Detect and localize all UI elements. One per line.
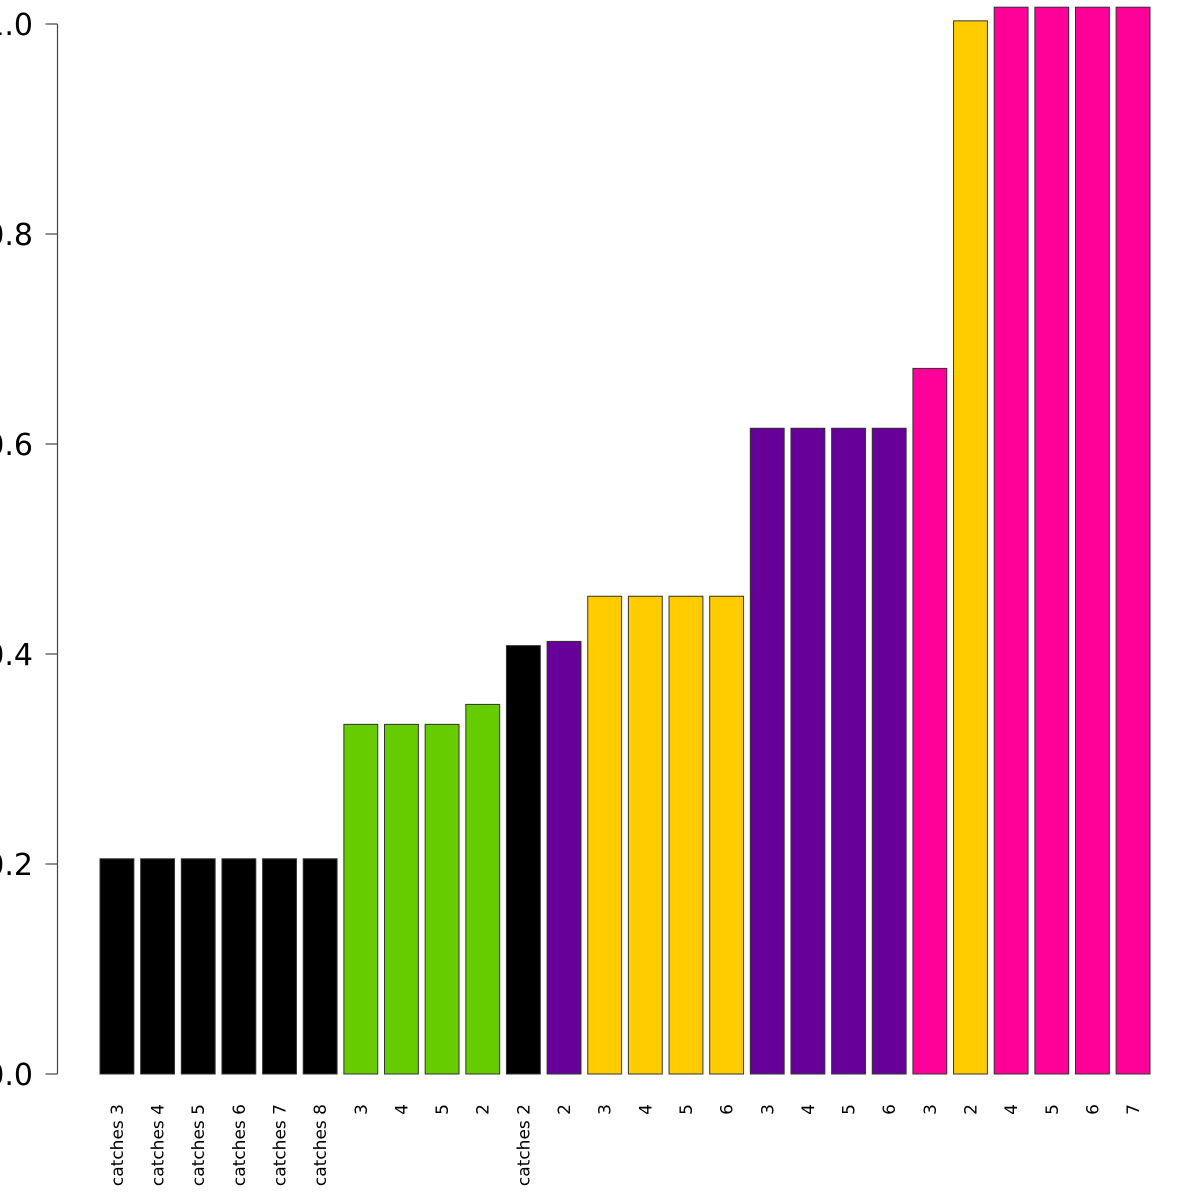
bar bbox=[627, 595, 663, 1075]
bars bbox=[99, 6, 1151, 1075]
bar bbox=[1074, 6, 1110, 1075]
x-tick-label: catches 2 bbox=[514, 1104, 534, 1186]
x-axis-labels: catches 3 catches 4 catches 5 catches 6 catc… bbox=[108, 1104, 1144, 1186]
bar bbox=[221, 858, 257, 1075]
bar bbox=[1034, 6, 1070, 1075]
x-tick-label: catches 5 bbox=[189, 1104, 209, 1186]
x-tick-label: 6 bbox=[718, 1104, 738, 1115]
x-tick-label: 5 bbox=[1043, 1104, 1063, 1115]
bar bbox=[180, 858, 216, 1075]
y-tick-label: 1.0 bbox=[0, 8, 33, 43]
x-tick-label: 3 bbox=[921, 1104, 941, 1115]
bar bbox=[505, 645, 541, 1075]
bar bbox=[953, 20, 988, 1075]
bar bbox=[140, 858, 176, 1075]
bar bbox=[424, 723, 460, 1075]
x-tick-label: 3 bbox=[352, 1104, 372, 1115]
bar bbox=[993, 6, 1029, 1075]
bar bbox=[709, 595, 745, 1075]
x-tick-label: catches 6 bbox=[230, 1104, 250, 1186]
bar bbox=[465, 703, 501, 1075]
bar bbox=[912, 367, 948, 1075]
x-tick-label: 4 bbox=[392, 1104, 412, 1115]
x-tick-label: catches 8 bbox=[311, 1104, 331, 1186]
bar bbox=[831, 427, 866, 1075]
bar bbox=[302, 858, 338, 1075]
y-tick-label: 0.2 bbox=[0, 848, 33, 883]
x-tick-label: 2 bbox=[961, 1104, 981, 1115]
x-tick-label: 2 bbox=[474, 1104, 494, 1115]
bar bbox=[99, 858, 135, 1075]
bar bbox=[668, 595, 704, 1075]
y-tick-label: 0.0 bbox=[0, 1058, 33, 1093]
x-tick-label: 4 bbox=[799, 1104, 819, 1115]
x-tick-label: 5 bbox=[840, 1104, 860, 1115]
x-tick-label: catches 7 bbox=[271, 1104, 291, 1186]
x-tick-label: catches 3 bbox=[108, 1104, 128, 1186]
x-tick-label: 6 bbox=[1083, 1104, 1103, 1115]
x-tick-label: 4 bbox=[636, 1104, 656, 1115]
y-tick-label: 0.6 bbox=[0, 428, 33, 463]
x-tick-label: 5 bbox=[677, 1104, 697, 1115]
bar bbox=[343, 723, 379, 1075]
x-tick-label: 3 bbox=[758, 1104, 778, 1115]
bar bbox=[1115, 6, 1151, 1075]
bar bbox=[384, 723, 419, 1075]
x-tick-label: 4 bbox=[1002, 1104, 1022, 1115]
bar bbox=[790, 427, 826, 1075]
x-tick-label: catches 4 bbox=[149, 1104, 169, 1186]
x-tick-label: 6 bbox=[880, 1104, 900, 1115]
x-tick-label: 2 bbox=[555, 1104, 575, 1115]
y-axis: 0.0 0.2 0.4 0.6 0.8 1.0 bbox=[0, 8, 59, 1093]
bar bbox=[871, 427, 907, 1075]
bar bbox=[546, 640, 582, 1075]
y-tick-label: 0.4 bbox=[0, 638, 33, 673]
x-tick-label: 7 bbox=[1124, 1104, 1144, 1115]
bar bbox=[587, 595, 623, 1075]
y-tick-label: 0.8 bbox=[0, 218, 33, 253]
bar bbox=[749, 427, 785, 1075]
x-tick-label: 3 bbox=[596, 1104, 616, 1115]
x-tick-label: 5 bbox=[433, 1104, 453, 1115]
bar bbox=[262, 858, 297, 1075]
